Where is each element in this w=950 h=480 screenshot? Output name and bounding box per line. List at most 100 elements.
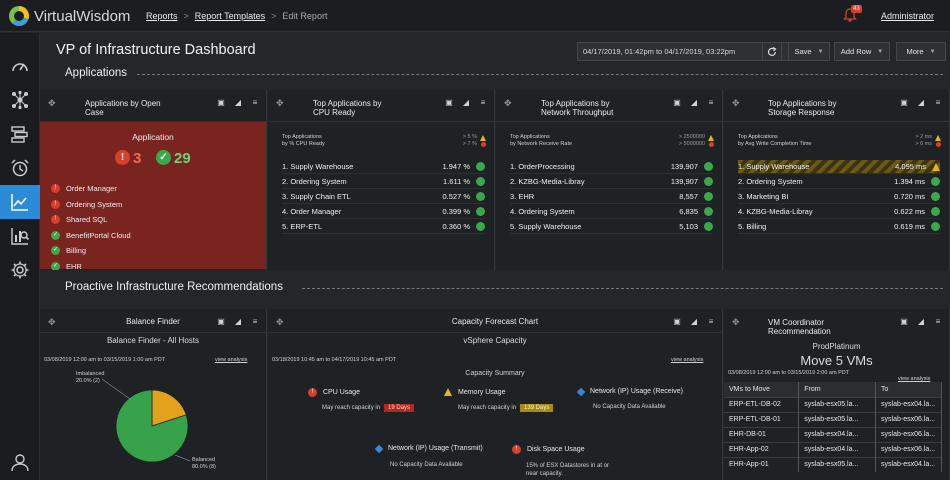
- pie-leader-line: [174, 454, 191, 462]
- bar-chart-icon[interactable]: ◢: [462, 98, 470, 107]
- layers-icon: [11, 126, 28, 143]
- menu-icon[interactable]: ≡: [708, 98, 714, 107]
- table-row[interactable]: 3. Supply Chain ETL 0.527 %: [282, 190, 485, 204]
- sidebar-item-reports[interactable]: [0, 185, 40, 219]
- ok-status-icon: [931, 177, 940, 186]
- breadcrumb-report-templates[interactable]: Report Templates: [194, 11, 266, 21]
- chart-icon: [11, 194, 28, 211]
- pie-slice-imbalanced[interactable]: [151, 389, 187, 427]
- menu-icon[interactable]: ≡: [708, 317, 714, 326]
- comment-icon[interactable]: ▣: [445, 98, 453, 107]
- drag-handle-icon[interactable]: ✥: [504, 98, 512, 108]
- sidebar-item-layers[interactable]: [0, 117, 40, 151]
- drag-handle-icon[interactable]: ✥: [48, 98, 56, 108]
- bar-chart-icon[interactable]: ◢: [690, 98, 698, 107]
- table-row[interactable]: 2. Ordering System 1.611 %: [282, 175, 485, 189]
- error-count[interactable]: ! 3: [115, 150, 141, 167]
- bar-chart-icon[interactable]: ◢: [234, 317, 242, 326]
- ok-status-icon: [704, 207, 713, 216]
- sidebar-item-profile[interactable]: [0, 445, 40, 479]
- list-item[interactable]: ! Order Manager: [51, 184, 117, 193]
- pie-slice-balanced[interactable]: [115, 389, 189, 463]
- app-logo[interactable]: VirtualWisdom: [9, 6, 130, 26]
- table-row[interactable]: EHR-DB-01 syslab-esx04.la... syslab-esx06.…: [724, 426, 942, 442]
- table-row[interactable]: 5. Billing 0.619 ms: [738, 220, 940, 234]
- balance-pie-chart[interactable]: [40, 365, 267, 480]
- comment-icon[interactable]: ▣: [217, 317, 225, 326]
- table-row[interactable]: ERP-ETL-DB-02 syslab-esx05.la... syslab-es…: [724, 396, 942, 412]
- cpu-usage-note: May reach capacity in: [322, 405, 381, 411]
- sidebar-item-dashboard[interactable]: [0, 49, 40, 83]
- drag-handle-icon[interactable]: ✥: [276, 98, 284, 108]
- comment-icon[interactable]: ▣: [673, 317, 681, 326]
- table-row[interactable]: 4. Ordering System 6,835: [510, 205, 713, 219]
- row-name: 3. EHR: [510, 192, 535, 201]
- network-transmit-note: No Capacity Data Available: [390, 462, 463, 468]
- list-item[interactable]: ! Shared SQL: [51, 215, 107, 224]
- error-icon: !: [512, 445, 521, 454]
- table-row[interactable]: 5. Supply Warehouse 5,103: [510, 220, 713, 234]
- date-range-picker[interactable]: 04/17/2019, 01:42pm to 04/17/2019, 03:22…: [577, 42, 797, 61]
- menu-icon[interactable]: ≡: [252, 98, 258, 107]
- breadcrumb-reports[interactable]: Reports: [146, 11, 178, 21]
- table-row[interactable]: EHR-App-02 syslab-esx04.la... syslab-esx06…: [724, 441, 942, 457]
- bar-chart-icon[interactable]: ◢: [234, 98, 242, 107]
- column-header[interactable]: To: [875, 382, 942, 397]
- drag-handle-icon[interactable]: ✥: [48, 317, 56, 327]
- application-name: EHR: [66, 261, 82, 271]
- cpu-usage-forecast: May reach capacity in 19 Days: [322, 404, 415, 412]
- table-row[interactable]: 1. Supply Warehouse 4.095 ms: [738, 160, 940, 174]
- view-analysis-link[interactable]: view analysis: [898, 376, 931, 382]
- bar-chart-icon[interactable]: ◢: [690, 317, 698, 326]
- table-row[interactable]: 3. EHR 8,557: [510, 190, 713, 204]
- table-row[interactable]: 4. KZBG-Media-Libray 0.622 ms: [738, 205, 940, 219]
- menu-icon[interactable]: ≡: [252, 317, 258, 326]
- table-row[interactable]: 1. OrderProcessing 139,907: [510, 160, 713, 174]
- network-transmit-item: Network (IP) Usage (Transmit): [374, 444, 483, 453]
- view-analysis-link[interactable]: view analysis: [215, 357, 248, 363]
- drag-handle-icon[interactable]: ✥: [732, 98, 740, 108]
- sidebar-item-analytics[interactable]: [0, 219, 40, 253]
- user-menu[interactable]: Administrator: [881, 11, 935, 21]
- table-row[interactable]: 5. ERP-ETL 0.360 %: [282, 220, 485, 234]
- table-row[interactable]: 4. Order Manager 0.399 %: [282, 205, 485, 219]
- list-item[interactable]: ✓ Billing: [51, 246, 86, 255]
- menu-icon[interactable]: ≡: [480, 98, 486, 107]
- column-header[interactable]: VMs to Move: [724, 382, 800, 397]
- menu-icon[interactable]: ≡: [935, 98, 941, 107]
- metric-description-line: Top Applications: [738, 134, 778, 140]
- ok-status-icon: [931, 192, 940, 201]
- error-icon: !: [308, 388, 317, 397]
- comment-icon[interactable]: ▣: [900, 98, 908, 107]
- drag-handle-icon[interactable]: ✥: [276, 317, 284, 327]
- list-item[interactable]: ✓ BenefitPortal Cloud: [51, 230, 131, 240]
- menu-icon[interactable]: ≡: [935, 317, 941, 326]
- save-button[interactable]: Save ▼: [788, 42, 830, 61]
- bar-chart-icon[interactable]: ◢: [917, 98, 925, 107]
- sidebar-item-settings[interactable]: [0, 253, 40, 287]
- comment-icon[interactable]: ▣: [217, 98, 225, 107]
- bar-chart-icon[interactable]: ◢: [917, 317, 925, 326]
- column-header[interactable]: From: [798, 382, 877, 397]
- row-value: 139,907: [670, 162, 698, 171]
- table-row[interactable]: 2. Ordering System 1.394 ms: [738, 175, 940, 189]
- sidebar-item-topology[interactable]: [0, 83, 40, 117]
- drag-handle-icon[interactable]: ✥: [732, 317, 740, 327]
- table-cell: syslab-esx06.la...: [875, 426, 942, 442]
- ok-count[interactable]: ✓ 29: [156, 150, 191, 167]
- table-row[interactable]: 1. Supply Warehouse 1.947 %: [282, 160, 485, 174]
- more-button[interactable]: More ▼: [896, 42, 946, 61]
- refresh-button[interactable]: [762, 42, 782, 61]
- table-row[interactable]: EHR-App-01 syslab-esx05.la... syslab-esx04…: [724, 456, 942, 472]
- table-row[interactable]: 3. Marketing BI 0.720 ms: [738, 190, 940, 204]
- table-row[interactable]: ERP-ETL-DB-01 syslab-esx05.la... syslab-es…: [724, 411, 942, 427]
- list-item[interactable]: ! Ordering System: [51, 199, 122, 209]
- add-row-button[interactable]: Add Row ▼: [834, 42, 890, 61]
- list-item[interactable]: ✓ EHR: [51, 261, 82, 271]
- sidebar-item-alarms[interactable]: [0, 151, 40, 185]
- comment-icon[interactable]: ▣: [900, 317, 908, 326]
- comment-icon[interactable]: ▣: [673, 98, 681, 107]
- ok-status-icon: [476, 177, 485, 186]
- view-analysis-link[interactable]: view analysis: [671, 357, 704, 363]
- table-row[interactable]: 2. KZBG-Media-Libray 139,907: [510, 175, 713, 189]
